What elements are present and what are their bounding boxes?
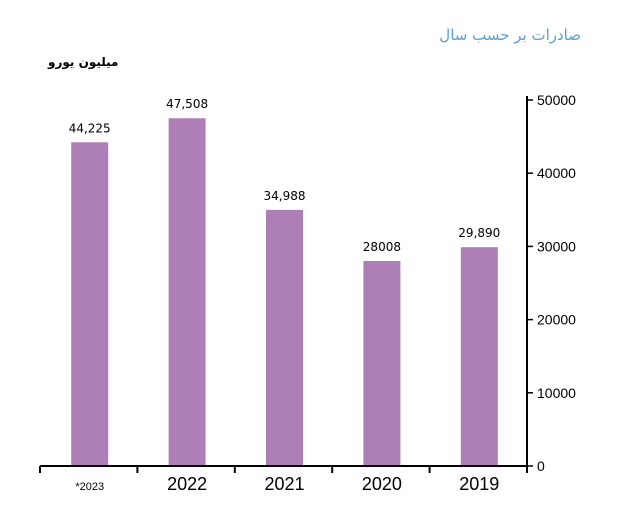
y-tick-label-5: 50000 <box>537 92 576 108</box>
chart-title: صادرات بر حسب سال <box>439 26 581 44</box>
x-tick-label-2: 2021 <box>264 474 304 494</box>
x-tick-label-1: 2022 <box>167 474 207 494</box>
x-tick-label-3: 2020 <box>362 474 402 494</box>
bar-3 <box>363 260 401 466</box>
bar-value-label-3: 28008 <box>363 240 401 254</box>
bar-value-label-1: 47,508 <box>166 97 208 111</box>
y-tick-label-1: 10000 <box>537 385 576 401</box>
y-tick-label-2: 20000 <box>537 312 576 328</box>
x-tick-label-4: 2019 <box>459 474 499 494</box>
bar-value-label-0: 44,225 <box>69 121 111 135</box>
bar-1 <box>168 118 206 466</box>
bar-value-label-4: 29,890 <box>458 226 500 240</box>
y-tick-label-0: 0 <box>537 458 545 474</box>
bar-value-label-2: 34,988 <box>264 189 306 203</box>
y-tick-label-4: 40000 <box>537 165 576 181</box>
y-tick-label-3: 30000 <box>537 238 576 254</box>
bar-2 <box>266 209 303 467</box>
unit-label: میلیون یورو <box>48 55 119 69</box>
x-tick-label-0: *2023 <box>75 481 104 493</box>
bar-4 <box>460 247 498 466</box>
bar-0 <box>71 142 109 466</box>
